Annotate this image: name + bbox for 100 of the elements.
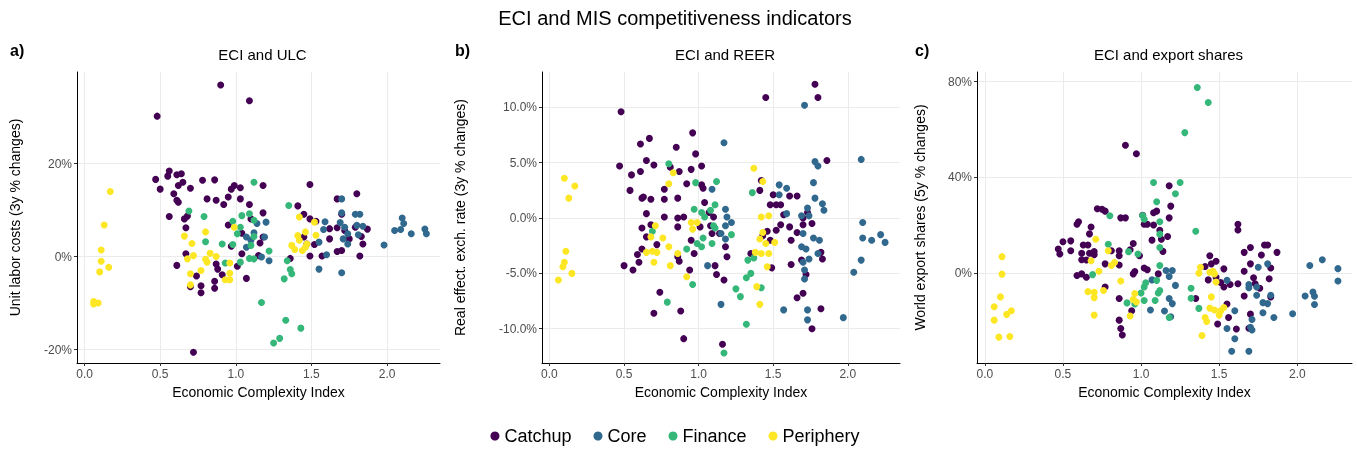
- point: [202, 238, 210, 246]
- point: [689, 280, 697, 288]
- point: [659, 234, 667, 242]
- point: [753, 283, 761, 291]
- point: [1270, 314, 1278, 321]
- point: [1171, 281, 1179, 289]
- point: [732, 285, 740, 293]
- point: [258, 299, 266, 307]
- y-axis-title: Real effect. exch. rate (3y % changes): [452, 98, 468, 337]
- point: [809, 179, 817, 187]
- point: [1334, 265, 1342, 273]
- point: [727, 231, 735, 239]
- point: [809, 234, 817, 242]
- point: [780, 306, 788, 314]
- point: [280, 275, 288, 283]
- point: [1245, 347, 1253, 355]
- point: [771, 238, 779, 246]
- point: [857, 256, 865, 264]
- point: [1106, 212, 1114, 220]
- point: [238, 212, 246, 220]
- point: [100, 221, 108, 229]
- point: [265, 257, 273, 265]
- y-axis-title: Unit labor costs (3y % changes): [7, 118, 23, 317]
- point: [407, 230, 415, 238]
- point: [226, 269, 234, 277]
- point: [859, 234, 867, 242]
- point: [1311, 301, 1318, 309]
- point: [212, 253, 220, 261]
- point: [765, 249, 773, 257]
- point: [1117, 277, 1125, 285]
- point: [341, 223, 349, 231]
- point: [105, 263, 113, 271]
- point: [720, 139, 728, 147]
- point: [97, 257, 105, 265]
- point: [693, 218, 701, 226]
- point: [762, 240, 770, 247]
- point: [1007, 307, 1015, 315]
- point: [288, 270, 296, 278]
- y-tick-label: 20%: [47, 156, 73, 171]
- legend-label: Finance: [682, 426, 747, 446]
- point: [236, 258, 244, 266]
- point: [276, 334, 284, 342]
- point: [1204, 98, 1212, 106]
- point: [1195, 269, 1203, 277]
- point: [301, 228, 309, 236]
- point: [1196, 263, 1204, 271]
- point: [1264, 300, 1272, 308]
- point: [1253, 291, 1261, 299]
- point: [218, 240, 226, 248]
- point: [1095, 267, 1103, 275]
- y-tick-label: 5.0%: [509, 155, 538, 170]
- point: [206, 249, 214, 257]
- x-tick-label: 2.0: [378, 367, 396, 381]
- point: [321, 218, 329, 226]
- x-tick-label: 1.0: [690, 367, 708, 381]
- point: [711, 201, 719, 209]
- point: [689, 225, 697, 233]
- point: [757, 249, 765, 257]
- y-tick-label: 0%: [954, 266, 973, 281]
- point: [1161, 307, 1168, 315]
- point: [1181, 129, 1189, 137]
- point: [568, 269, 576, 277]
- point: [1203, 318, 1211, 326]
- point: [1111, 258, 1118, 266]
- y-tick-label: 40%: [947, 170, 973, 185]
- point: [247, 241, 255, 249]
- point: [742, 274, 750, 282]
- point: [683, 273, 691, 281]
- point: [1150, 178, 1158, 186]
- legend-label: Catchup: [504, 426, 572, 446]
- x-tick-label: 1.5: [764, 367, 782, 381]
- point: [338, 269, 346, 277]
- y-tick-label: -20%: [43, 342, 73, 357]
- point: [291, 246, 299, 254]
- x-axis-title: Economic Complexity Index: [1078, 384, 1251, 400]
- point: [1168, 267, 1176, 275]
- point: [859, 218, 867, 226]
- point: [285, 201, 293, 209]
- y-tick-label: -5.0%: [505, 266, 538, 281]
- point: [811, 158, 819, 166]
- point: [650, 258, 658, 266]
- y-tick-label: 10.0%: [502, 100, 538, 115]
- x-tick-label: 0.0: [976, 367, 994, 381]
- point: [666, 262, 674, 270]
- point: [1198, 331, 1206, 339]
- point: [1176, 178, 1184, 186]
- point: [717, 300, 725, 308]
- point: [663, 298, 671, 306]
- point: [1259, 309, 1267, 317]
- x-tick-label: 0.0: [76, 367, 94, 381]
- point: [1171, 190, 1179, 198]
- point: [1089, 271, 1097, 279]
- point: [250, 178, 258, 186]
- point: [698, 243, 706, 251]
- point: [775, 181, 783, 189]
- y-tick-label: -10.0%: [498, 321, 538, 336]
- point: [554, 276, 562, 284]
- point: [344, 230, 352, 238]
- point: [653, 248, 661, 256]
- point: [1140, 283, 1148, 291]
